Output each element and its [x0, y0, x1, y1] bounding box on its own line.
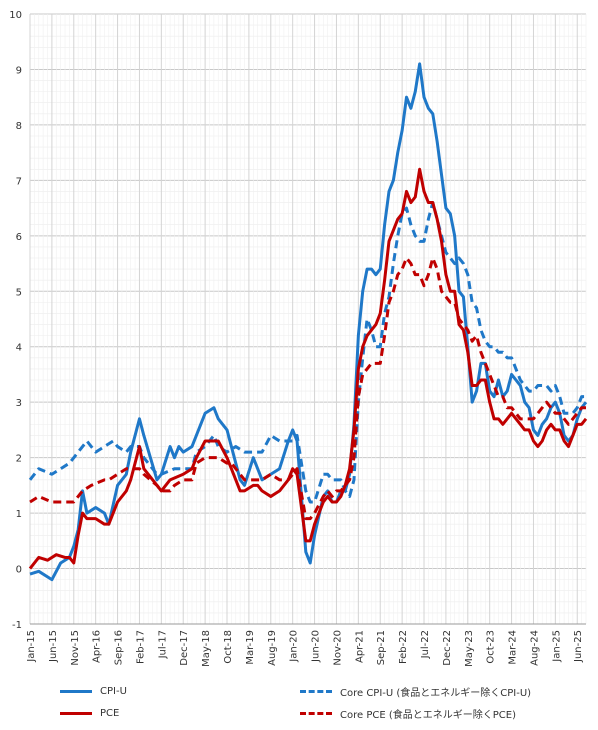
legend-item-core-pce: Core PCE (食品とエネルギー除くPCE) [300, 704, 516, 722]
x-tick-label: Jan-15 [26, 630, 37, 663]
legend-swatch-core-pce [300, 711, 332, 715]
x-tick-label: Jun-25 [573, 630, 584, 663]
y-tick-label: 8 [16, 121, 22, 132]
x-tick-label: Jun-15 [48, 630, 59, 663]
y-tick-label: 0 [16, 565, 22, 576]
y-tick-label: 1 [16, 509, 22, 520]
series-lines [28, 62, 588, 582]
legend-item-cpi-u: CPI-U [60, 682, 127, 700]
legend-label-core-pce: Core PCE (食品とエネルギー除くPCE) [340, 709, 516, 721]
legend-item-core-cpi-u: Core CPI-U (食品とエネルギー除くCPI-U) [300, 682, 531, 700]
y-axis-ticks: -1 0 1 2 3 4 5 6 7 8 9 10 [9, 10, 22, 631]
y-tick-label: 3 [16, 398, 22, 409]
x-tick-label: Sep-21 [376, 630, 387, 665]
x-tick-label: Feb-22 [398, 630, 409, 664]
x-tick-label: Nov-20 [332, 630, 343, 666]
x-axis-ticks: Jan-15 Jun-15 Nov-15 Apr-16 Sep-16 Feb-17 Jul-… [26, 630, 584, 667]
line-chart: -1 0 1 2 3 4 5 6 7 8 9 10 Jan-15 Jun-15 Nov-15 Apr-16 S… [9, 10, 588, 667]
x-tick-label: Sep-16 [114, 630, 125, 665]
x-tick-label: Mar-19 [245, 630, 256, 665]
legend-label-pce: PCE [100, 707, 120, 719]
y-tick-label: 9 [16, 65, 22, 76]
legend-swatch-pce [60, 711, 92, 715]
x-tick-label: Oct-23 [486, 630, 497, 664]
x-tick-label: Dec-22 [442, 630, 453, 666]
y-tick-label: 7 [16, 176, 22, 187]
series-line-cpi-u [29, 62, 588, 582]
x-tick-label: Apr-16 [92, 630, 103, 663]
y-tick-label: 10 [9, 10, 22, 21]
x-tick-label: May-23 [464, 630, 475, 667]
x-tick-label: Jul-17 [157, 630, 168, 659]
grid [29, 13, 587, 625]
series-line-core-cpi-u [28, 201, 586, 504]
y-tick-label: 5 [16, 287, 22, 298]
x-tick-label: Oct-18 [223, 630, 234, 664]
x-tick-label: Jun-20 [311, 630, 322, 663]
legend-label-cpi-u: CPI-U [100, 685, 127, 697]
series-line-core-pce [29, 256, 586, 521]
x-tick-label: Mar-24 [508, 630, 519, 665]
x-tick-label: Dec-17 [179, 630, 190, 666]
y-tick-label: -1 [12, 620, 22, 631]
x-tick-label: Jan-20 [289, 630, 300, 663]
legend-swatch-cpi-u [60, 689, 92, 693]
y-tick-label: 2 [16, 454, 22, 465]
x-tick-label: Feb-17 [135, 630, 146, 664]
legend-swatch-core-cpi-u [300, 689, 332, 693]
x-tick-label: May-18 [201, 630, 212, 667]
series-line-pce [28, 167, 588, 570]
legend-label-core-cpi-u: Core CPI-U (食品とエネルギー除くCPI-U) [340, 687, 532, 699]
x-tick-label: Jan-25 [551, 630, 562, 663]
y-tick-label: 6 [16, 232, 22, 243]
x-tick-label: Apr-21 [354, 630, 365, 663]
x-tick-label: Jul-22 [420, 630, 431, 659]
x-tick-label: Aug-24 [529, 630, 540, 666]
y-tick-label: 4 [16, 343, 22, 354]
x-tick-label: Nov-15 [70, 630, 81, 666]
legend-item-pce: PCE [60, 704, 119, 722]
x-tick-label: Aug-19 [267, 630, 278, 666]
legend: CPI-U Core CPI-U (食品とエネルギー除くCPI-U) PCE C… [0, 676, 598, 730]
